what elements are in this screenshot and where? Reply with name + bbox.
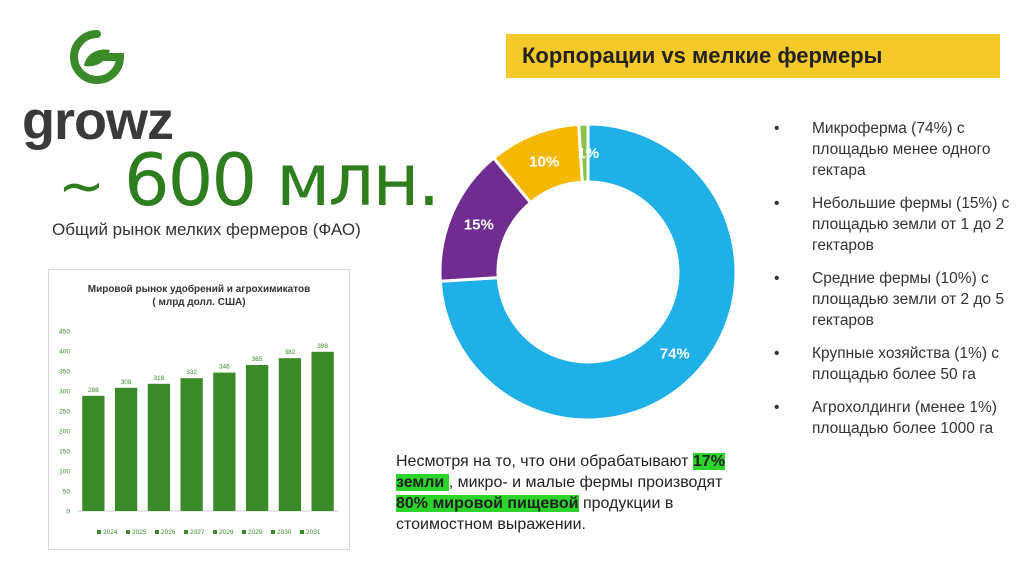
bar-value-label: 308 bbox=[121, 379, 132, 386]
bullet-icon: • bbox=[774, 195, 780, 212]
bar-2024 bbox=[82, 395, 105, 511]
bullet-icon: • bbox=[774, 270, 780, 287]
production-note: Несмотря на то, что они обрабатывают 17%… bbox=[396, 451, 756, 535]
leaf-logo-icon bbox=[70, 30, 124, 84]
legend-swatch bbox=[213, 530, 217, 534]
bullet-text: Средние фермы (10%) с площадью земли от … bbox=[812, 270, 1005, 329]
farm-share-donut-chart: 74% 15% 10% 1% bbox=[438, 122, 738, 422]
bar-value-label: 382 bbox=[284, 349, 295, 356]
bullet-text: Небольшие фермы (15%) с площадью земли о… bbox=[812, 195, 1010, 254]
legend-label: 2026 bbox=[161, 529, 176, 536]
legend-swatch bbox=[300, 530, 304, 534]
y-tick-label: 50 bbox=[63, 489, 71, 496]
slide-title-banner: Корпорации vs мелкие фермеры bbox=[506, 34, 1000, 78]
y-tick-label: 0 bbox=[66, 509, 70, 516]
legend-swatch bbox=[155, 530, 159, 534]
y-tick-label: 300 bbox=[59, 389, 70, 396]
legend-swatch bbox=[97, 530, 101, 534]
legend-swatch bbox=[271, 530, 275, 534]
growz-logo: growz bbox=[22, 30, 174, 151]
legend-label: 2025 bbox=[132, 529, 147, 536]
y-tick-label: 100 bbox=[59, 469, 70, 476]
legend-label: 2030 bbox=[277, 529, 292, 536]
note-text-2: , микро- и малые фермы производят bbox=[448, 474, 723, 491]
y-tick-label: 350 bbox=[59, 369, 70, 376]
bar-value-label: 318 bbox=[153, 375, 164, 382]
food-share-highlight: 80% мировой пищевой bbox=[396, 495, 579, 512]
bar-2025 bbox=[114, 387, 138, 511]
bar-2030 bbox=[278, 358, 302, 511]
y-tick-label: 450 bbox=[59, 329, 70, 336]
note-text-3: продукции в стоимостном выражении. bbox=[396, 495, 674, 533]
donut-slice-1pct bbox=[577, 122, 590, 184]
legend-label: 2024 bbox=[103, 529, 118, 536]
legend-label: 2027 bbox=[190, 529, 205, 536]
market-size-value: 600 млн. bbox=[123, 138, 441, 222]
slide-title: Корпорации vs мелкие фермеры bbox=[522, 43, 883, 68]
y-tick-label: 200 bbox=[59, 429, 70, 436]
bullet-text: Микроферма (74%) с площадью менее одного… bbox=[812, 120, 991, 179]
y-tick-label: 400 bbox=[59, 349, 70, 356]
bar-2028 bbox=[213, 372, 236, 511]
legend-label: 2029 bbox=[248, 529, 263, 536]
note-text-1: Несмотря на то, что они обрабатывают bbox=[396, 453, 693, 470]
bar-value-label: 398 bbox=[317, 343, 328, 350]
bullet-icon: • bbox=[774, 120, 780, 137]
logo-text: growz bbox=[22, 91, 174, 151]
donut-label: 15% bbox=[464, 217, 494, 234]
list-item: • Микроферма (74%) с площадью менее одног… bbox=[772, 118, 1022, 181]
donut-label: 1% bbox=[577, 145, 599, 162]
bullet-icon: • bbox=[774, 345, 780, 362]
approx-sign: ~ bbox=[58, 154, 105, 219]
bar-2026 bbox=[147, 383, 171, 511]
bar-chart-svg: Мировой рынок удобрений и агрохимикатов (… bbox=[59, 283, 339, 536]
chart-title-line-2: ( млрд долл. США) bbox=[152, 297, 245, 308]
bar-2029 bbox=[245, 365, 269, 511]
legend-label: 2028 bbox=[219, 529, 234, 536]
bar-value-label: 332 bbox=[186, 369, 197, 376]
list-item: • Средние фермы (10%) с площадью земли от… bbox=[772, 268, 1022, 331]
legend-swatch bbox=[126, 530, 130, 534]
farm-types-list: • Микроферма (74%) с площадью менее одног… bbox=[772, 118, 1022, 451]
chart-title-line-1: Мировой рынок удобрений и агрохимикатов bbox=[88, 283, 311, 295]
y-tick-label: 250 bbox=[59, 409, 70, 416]
y-tick-label: 150 bbox=[59, 449, 70, 456]
fertilizer-market-chart: Мировой рынок удобрений и агрохимикатов (… bbox=[48, 269, 350, 550]
bullet-icon: • bbox=[774, 399, 780, 416]
list-item: • Агрохолдинги (менее 1%) площадью более … bbox=[772, 397, 1022, 439]
bullet-text: Крупные хозяйства (1%) с площадью более … bbox=[812, 345, 1000, 383]
donut-label: 10% bbox=[529, 153, 559, 170]
bar-value-label: 288 bbox=[88, 387, 99, 394]
bar-value-label: 365 bbox=[252, 356, 263, 363]
bar-2031 bbox=[311, 351, 334, 511]
donut-slice-74pct bbox=[438, 122, 738, 422]
donut-label: 74% bbox=[660, 345, 690, 362]
legend-swatch bbox=[184, 530, 188, 534]
bar-2027 bbox=[180, 378, 203, 511]
legend-swatch bbox=[242, 530, 246, 534]
legend-label: 2031 bbox=[306, 529, 321, 536]
list-item: • Небольшие фермы (15%) с площадью земли … bbox=[772, 193, 1022, 256]
market-size-subtitle: Общий рынок мелких фермеров (ФАО) bbox=[52, 220, 361, 239]
bar-value-label: 346 bbox=[219, 364, 230, 371]
list-item: • Крупные хозяйства (1%) с площадью более… bbox=[772, 343, 1022, 385]
market-size-headline: ~ 600 млн. bbox=[58, 138, 441, 222]
bullet-text: Агрохолдинги (менее 1%) площадью более 1… bbox=[812, 399, 997, 437]
